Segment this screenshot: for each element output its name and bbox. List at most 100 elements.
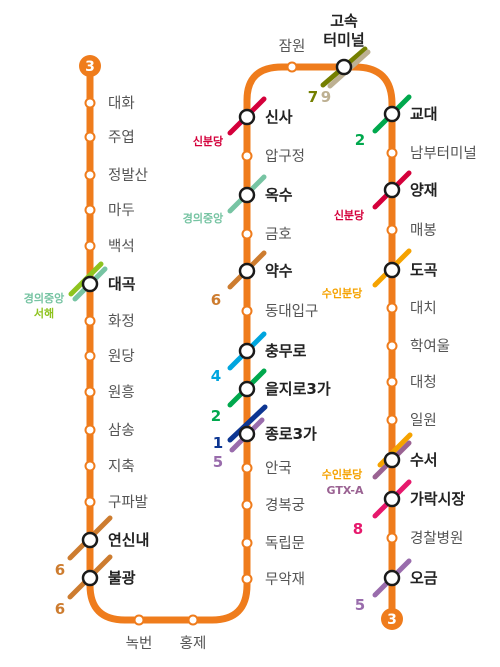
station-marker-daehwa	[84, 97, 96, 109]
station-marker-dongnimmun	[241, 537, 253, 549]
station-label-gupabal: 구파발	[108, 494, 148, 511]
station-marker-anguk	[241, 462, 253, 474]
transfer-label-sinsa: 신분당	[193, 134, 223, 148]
station-label-samsong: 삼송	[108, 422, 135, 439]
station-label-suseo: 수서	[410, 451, 438, 469]
station-marker-daechi	[386, 302, 398, 314]
transfer-label-bulgwang: 6	[55, 600, 65, 618]
station-label-bulgwang: 불광	[108, 569, 136, 587]
transfer-label-euljiro: 2	[211, 407, 221, 425]
station-marker-jichuk	[84, 460, 96, 472]
station-label-wondang: 원당	[108, 348, 135, 365]
station-marker-suseo	[383, 451, 401, 469]
transfer-labels: 경의중앙 서해 6 6 1 5 2 4 6 경의중앙 신분당 7 9 2 신분당…	[24, 88, 365, 618]
station-label-daechi: 대치	[410, 300, 437, 317]
station-label-daecheong: 대청	[410, 374, 437, 391]
station-label-police_hospital: 경찰병원	[410, 530, 463, 547]
station-label-dongnimmun: 독립문	[265, 535, 305, 552]
station-marker-jeongbalsan	[84, 169, 96, 181]
svg-text:3: 3	[85, 59, 95, 75]
transfer-label-daegok-gyeongui: 경의중앙	[24, 291, 64, 305]
station-label-garak_market: 가락시장	[410, 490, 465, 508]
transfer-label-garak: 8	[353, 520, 363, 538]
station-marker-ogeum	[383, 569, 401, 587]
station-label-jamwon: 잠원	[279, 38, 306, 55]
station-label-yaksu: 약수	[265, 262, 293, 280]
station-marker-dogok	[383, 261, 401, 279]
station-marker-express_bus_terminal	[335, 58, 353, 76]
station-label-express_bus_terminal-line2: 터미널	[323, 31, 364, 49]
station-marker-irwon	[386, 414, 398, 426]
station-label-irwon: 일원	[410, 412, 437, 429]
station-marker-samsong	[84, 424, 96, 436]
station-marker-euljiro3ga	[238, 380, 256, 398]
station-label-daegok: 대곡	[108, 275, 136, 293]
station-label-jichuk: 지축	[108, 458, 135, 475]
station-marker-garak_market	[383, 490, 401, 508]
station-marker-daecheong	[386, 376, 398, 388]
station-marker-hagyeoul	[386, 340, 398, 352]
station-label-geumho: 금호	[265, 227, 292, 243]
station-marker-nokbeon	[133, 614, 145, 626]
terminus-top-badge: 3	[79, 55, 101, 77]
transfer-label-daegok-seohae: 서해	[34, 306, 54, 320]
transfer-label-yeonsinnae: 6	[55, 561, 65, 579]
station-marker-wonheung	[84, 386, 96, 398]
station-label-yeonsinnae: 연신내	[108, 531, 149, 549]
station-marker-jongno3ga	[238, 425, 256, 443]
terminus-bottom-badge: 3	[381, 608, 403, 630]
station-label-wonheung: 원흥	[108, 383, 135, 401]
station-marker-madu	[84, 204, 96, 216]
station-label-madu: 마두	[108, 202, 135, 219]
station-marker-nambu_terminal	[386, 147, 398, 159]
station-marker-yaksu	[238, 262, 256, 280]
station-label-dongdaeipgu: 동대입구	[265, 303, 318, 320]
transfer-label-chungmuro: 4	[211, 367, 221, 385]
svg-text:3: 3	[387, 612, 397, 628]
station-label-hongje: 홍제	[180, 635, 207, 652]
station-marker-sinsa	[238, 108, 256, 126]
station-marker-geumho	[241, 228, 253, 240]
transfer-label-suseo-suin: 수인분당	[322, 467, 362, 481]
station-marker-chungmuro	[238, 342, 256, 360]
station-marker-baekseok	[84, 240, 96, 252]
station-marker-gyodae	[383, 105, 401, 123]
station-marker-hwajeong	[84, 315, 96, 327]
station-label-hwajeong: 화정	[108, 313, 135, 330]
transfer-label-gyodae: 2	[355, 131, 365, 149]
station-marker-bulgwang	[81, 569, 99, 587]
transfer-label-jongno-5: 5	[213, 453, 223, 471]
station-label-express_bus_terminal-line1: 고속	[330, 12, 358, 30]
station-label-hagyeoul: 학여울	[410, 338, 450, 355]
station-label-nokbeon: 녹번	[126, 635, 153, 652]
station-label-jeongbalsan: 정발산	[108, 167, 148, 184]
station-marker-yangjae	[383, 181, 401, 199]
transfer-label-express-9: 9	[321, 88, 331, 106]
station-marker-muakjae	[241, 573, 253, 585]
line-3-route	[86, 63, 396, 624]
station-marker-wondang	[84, 350, 96, 362]
transfer-label-express-7: 7	[308, 88, 318, 106]
station-label-gyeongbokgung: 경복궁	[265, 497, 305, 514]
transfer-label-dogok: 수인분당	[322, 286, 362, 300]
station-label-muakjae: 무악재	[265, 571, 305, 588]
station-label-apgujeong: 압구정	[265, 148, 305, 165]
station-marker-jamwon	[286, 61, 298, 73]
station-label-daehwa: 대화	[108, 95, 135, 112]
station-label-oksu: 옥수	[265, 186, 293, 204]
transfer-label-yangjae: 신분당	[334, 208, 364, 222]
station-marker-dongdaeipgu	[241, 305, 253, 317]
station-label-yangjae: 양재	[410, 181, 438, 199]
transfer-label-oksu: 경의중앙	[183, 211, 223, 225]
station-marker-oksu	[238, 186, 256, 204]
station-label-baekseok: 백석	[108, 238, 135, 255]
station-label-ogeum: 오금	[410, 569, 438, 587]
transfer-label-jongno-1: 1	[213, 434, 223, 452]
station-label-anguk: 안국	[265, 460, 292, 477]
transfer-label-yaksu: 6	[211, 291, 221, 309]
station-label-sinsa: 신사	[265, 108, 293, 126]
station-label-nambu_terminal: 남부터미널	[410, 145, 477, 162]
station-label-chungmuro: 충무로	[265, 342, 307, 360]
